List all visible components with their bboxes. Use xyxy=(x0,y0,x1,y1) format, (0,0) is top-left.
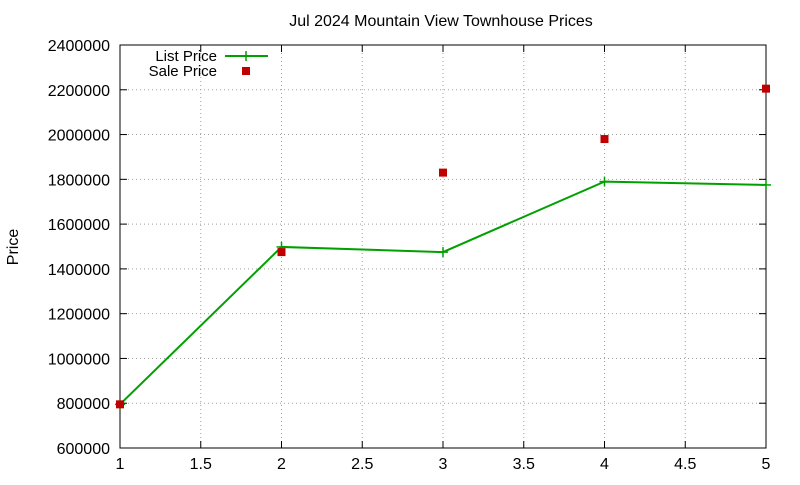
legend-marker-sale-price xyxy=(242,67,250,75)
list-price-point xyxy=(761,179,771,190)
x-tick-label: 1 xyxy=(116,456,125,473)
y-tick-label: 600000 xyxy=(57,441,110,458)
x-tick-label: 2.5 xyxy=(351,456,373,473)
legend: List Price Sale Price xyxy=(149,48,268,80)
series-list-price xyxy=(115,176,771,410)
y-tick-label: 1000000 xyxy=(48,351,110,368)
x-tick-label: 1.5 xyxy=(190,456,212,473)
sale-price-point xyxy=(116,400,124,409)
tick-marks xyxy=(119,44,767,449)
y-tick-label: 1800000 xyxy=(48,172,110,189)
list-price-line xyxy=(119,180,767,406)
sale-price-point xyxy=(762,84,770,93)
y-axis-title: Price xyxy=(5,229,22,266)
grid-layer xyxy=(120,45,766,448)
y-tick-label: 2200000 xyxy=(48,83,110,100)
sale-price-point xyxy=(439,168,447,177)
y-tick-label: 2000000 xyxy=(48,128,110,145)
chart-title: Jul 2024 Mountain View Townhouse Prices xyxy=(289,13,593,30)
x-tick-label: 5 xyxy=(762,456,771,473)
y-tick-label: 1400000 xyxy=(48,262,110,279)
y-tick-label: 1600000 xyxy=(48,217,110,234)
legend-marker-list-price xyxy=(241,51,251,61)
list-price-point xyxy=(599,176,610,187)
x-tick-label: 3 xyxy=(439,456,448,473)
y-tick-label: 800000 xyxy=(57,396,110,413)
legend-label-list-price: List Price xyxy=(155,48,217,65)
series-sale-price xyxy=(116,84,770,409)
x-tick-label: 4.5 xyxy=(674,456,696,473)
legend-swatch-list-price xyxy=(225,51,268,61)
y-tick-label: 1200000 xyxy=(48,307,110,324)
sale-price-point xyxy=(277,248,286,257)
x-tick-labels: 1 1.5 2 2.5 3 3.5 4 4.5 5 xyxy=(116,456,771,473)
legend-label-sale-price: Sale Price xyxy=(149,63,217,80)
y-tick-label: 2400000 xyxy=(48,38,110,55)
list-price-point xyxy=(438,247,448,258)
x-tick-label: 4 xyxy=(600,456,609,473)
legend-swatch-sale-price xyxy=(242,67,250,75)
series-layer xyxy=(115,84,771,410)
y-tick-labels: 600000 800000 1000000 1200000 1400000 1600000… xyxy=(48,38,110,458)
x-tick-label: 3.5 xyxy=(513,456,535,473)
sale-price-point xyxy=(600,135,609,144)
x-tick-label: 2 xyxy=(277,456,286,473)
